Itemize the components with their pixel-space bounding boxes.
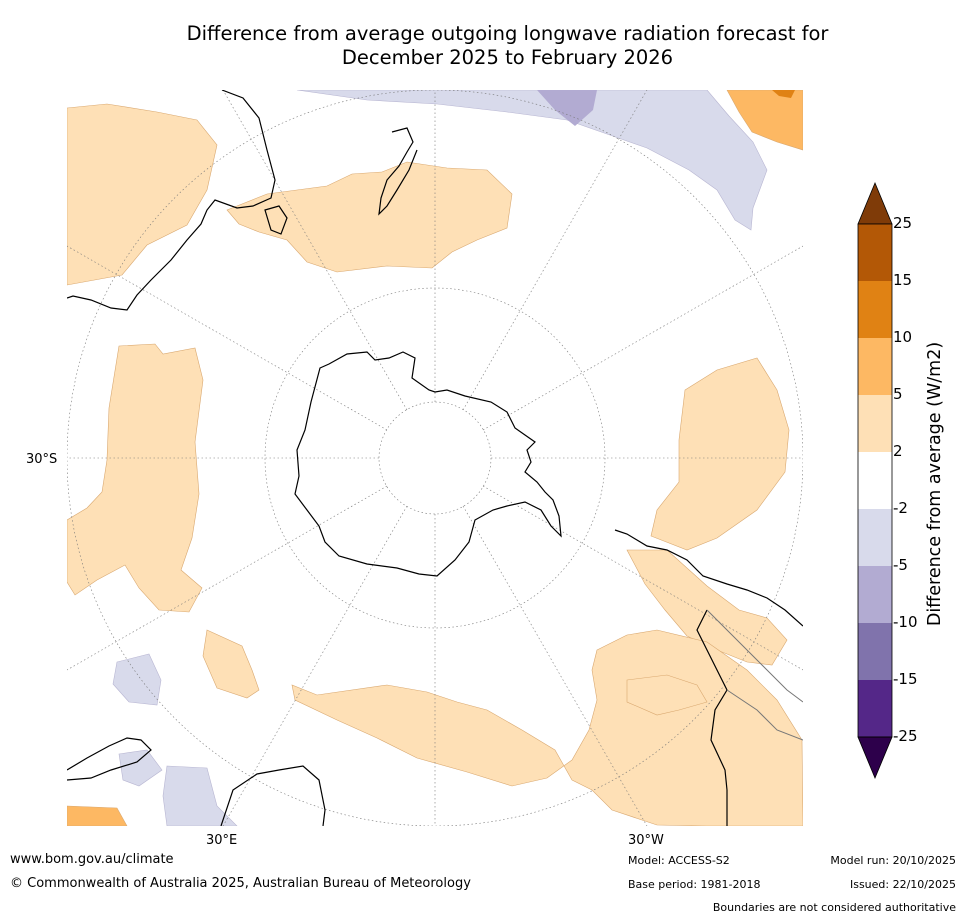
colorbar-label-15: 15 [893, 271, 913, 289]
colorbar-bin-m2-m5 [858, 509, 892, 566]
meridian-330 [222, 90, 408, 411]
title-line-1: Difference from average outgoing longwav… [186, 22, 829, 45]
colorbar-label-5: 5 [893, 385, 903, 403]
footer-url[interactable]: www.bom.gov.au/climate [10, 852, 174, 867]
colorbar-bin-2-5 [858, 395, 892, 452]
meridian-60 [482, 245, 803, 431]
colorbar-label-m25: -25 [893, 727, 918, 745]
australia-coastline [67, 90, 276, 311]
colorbar-label-m5: -5 [893, 556, 908, 574]
antarctica-coastline [294, 351, 562, 577]
anomaly-area-bottom-center [162, 765, 238, 826]
anomaly-area-top-right-strong [772, 90, 795, 98]
colorbar-outline [857, 223, 893, 738]
footer-model: Model: ACCESS-S2 [628, 854, 730, 867]
coastlines [67, 90, 803, 826]
meridian-30e-north [462, 90, 648, 411]
country-borders [706, 609, 803, 741]
anomaly-area-top-center-strong [537, 90, 597, 126]
africa-coastline [67, 737, 326, 826]
title-line-2: December 2025 to February 2026 [341, 46, 674, 69]
colorbar-label-10: 10 [893, 328, 913, 346]
colorbar-label-25: 25 [893, 214, 913, 232]
meridian-210 [222, 505, 408, 826]
south-america-borders [706, 609, 803, 741]
footer-model-run: Model run: 20/10/2025 [830, 854, 956, 867]
south-america-coastline [614, 529, 803, 826]
meridian-120 [482, 485, 803, 671]
anomaly-area-new-zealand [226, 161, 513, 273]
colorbar-label-m15: -15 [893, 670, 918, 688]
anomaly-area-east-pacific [650, 357, 790, 551]
positive-5-10-areas [67, 90, 803, 826]
colorbar-bin-m15-m25 [858, 680, 892, 737]
anomaly-area-south-indian-ocean [202, 629, 260, 699]
tasmania-coastline [264, 205, 288, 235]
negative-anomaly-areas [112, 90, 768, 826]
anomaly-area-lower-left [112, 653, 162, 706]
colorbar-label-m2: -2 [893, 499, 908, 517]
colorbar [857, 181, 893, 780]
lon-label-30w: 30°W [628, 833, 664, 848]
colorbar-bin-m10-m15 [858, 623, 892, 680]
colorbar-bin-10-15 [858, 281, 892, 338]
lon-label-30e: 30°E [206, 833, 238, 848]
latitude-circle-mid [264, 287, 606, 629]
meridian-150 [462, 505, 648, 826]
anomaly-area-atlantic-patch [626, 674, 708, 716]
footer-disclaimer: Boundaries are not considered authoritat… [712, 901, 956, 914]
lat-label-30s: 30°S [26, 452, 58, 467]
anomaly-area-top-left [67, 103, 218, 286]
anomaly-area-top-right [726, 90, 803, 151]
colorbar-extend-top [857, 181, 893, 225]
colorbar-bin-15-25 [858, 224, 892, 281]
colorbar-extend-bottom [857, 736, 893, 780]
colorbar-bin-5-10 [858, 338, 892, 395]
footer-issued: Issued: 22/10/2025 [849, 878, 956, 891]
anomaly-area-bottom-left [118, 749, 163, 787]
footer-copyright: © Commonwealth of Australia 2025, Austra… [10, 876, 471, 891]
anomaly-area-west-indian-ocean [67, 343, 204, 613]
anomaly-area-bottom-left [67, 805, 128, 826]
graticule [67, 90, 803, 826]
colorbar-label-m10: -10 [893, 613, 918, 631]
meridian-300 [67, 245, 388, 431]
polar-map[interactable] [67, 90, 803, 826]
anomaly-area-top-center [296, 90, 768, 231]
new-zealand-coastline [378, 127, 418, 216]
colorbar-bin-m5-m10 [858, 566, 892, 623]
colorbar-bin-neutral [858, 452, 892, 509]
footer-base-period: Base period: 1981-2018 [628, 878, 761, 891]
positive-anomaly-areas [67, 103, 803, 826]
chart-title: Difference from average outgoing longwav… [100, 22, 915, 70]
anomaly-area-south-america [626, 549, 788, 666]
colorbar-title: Difference from average (W/m2) [925, 341, 945, 627]
colorbar-label-2: 2 [893, 442, 903, 460]
map-canvas [67, 90, 803, 826]
meridian-240 [67, 485, 388, 671]
